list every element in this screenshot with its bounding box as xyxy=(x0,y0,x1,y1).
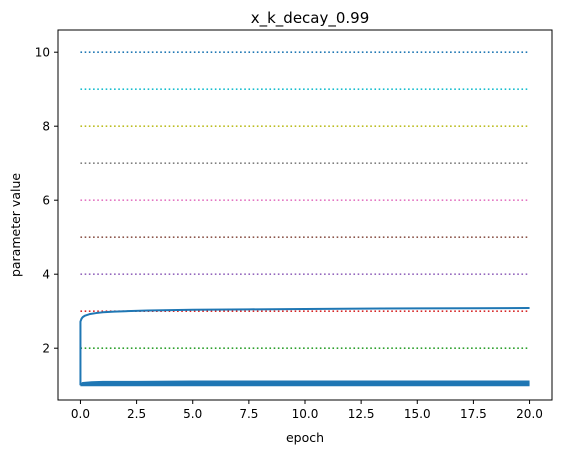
plot-area xyxy=(79,51,530,387)
y-tick-label: 6 xyxy=(42,194,50,208)
y-tick-label: 2 xyxy=(42,342,50,356)
chart-title: x_k_decay_0.99 xyxy=(251,9,370,28)
series-line-2 xyxy=(79,380,530,386)
series-line-1 xyxy=(79,307,530,386)
y-tick-label: 4 xyxy=(42,268,50,282)
x-tick-label: 0.0 xyxy=(71,407,90,421)
tick-group: 0.0 2.5 5.0 7.5 10.0 12.5 15.0 17.5 20.0 2 4 6 8 10 xyxy=(35,46,543,421)
x-tick-label: 2.5 xyxy=(127,407,146,421)
x-axis-label: epoch xyxy=(286,430,324,445)
y-axis-label: parameter value xyxy=(8,173,23,277)
x-tick-label: 17.5 xyxy=(460,407,487,421)
x-tick-label: 15.0 xyxy=(404,407,431,421)
y-tick-label: 10 xyxy=(35,46,50,60)
x-tick-label: 5.0 xyxy=(183,407,202,421)
x-tick-label: 12.5 xyxy=(348,407,375,421)
x-tick-label: 7.5 xyxy=(239,407,258,421)
x-tick-label: 20.0 xyxy=(516,407,543,421)
y-tick-label: 8 xyxy=(42,120,50,134)
x-tick-label: 10.0 xyxy=(292,407,319,421)
